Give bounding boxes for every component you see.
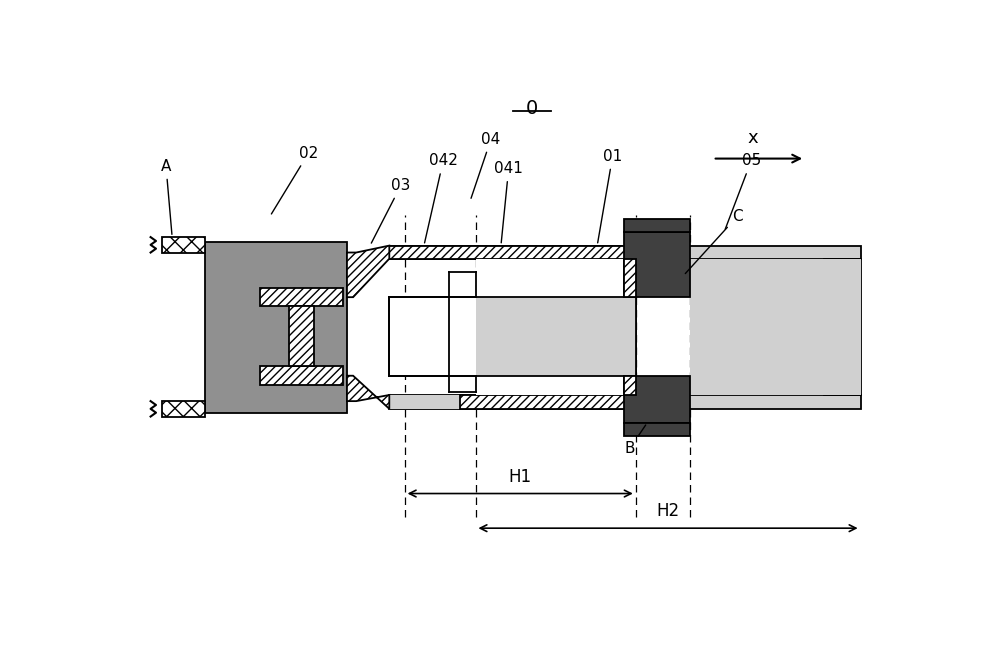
Polygon shape: [389, 395, 861, 409]
Polygon shape: [389, 245, 636, 259]
Polygon shape: [389, 297, 636, 376]
Polygon shape: [389, 245, 636, 259]
Polygon shape: [476, 297, 636, 376]
Text: 042: 042: [425, 153, 458, 243]
Polygon shape: [389, 297, 636, 376]
Polygon shape: [624, 376, 636, 395]
Text: 05: 05: [725, 153, 761, 229]
Polygon shape: [289, 306, 314, 366]
Polygon shape: [205, 241, 347, 413]
Text: 04: 04: [471, 132, 501, 198]
Text: 02: 02: [271, 145, 318, 214]
Polygon shape: [460, 395, 636, 409]
Polygon shape: [389, 395, 636, 409]
Polygon shape: [476, 259, 636, 297]
Polygon shape: [347, 245, 389, 297]
Polygon shape: [389, 245, 861, 259]
Text: 041: 041: [494, 161, 523, 243]
Text: B: B: [624, 425, 646, 456]
Text: A: A: [161, 159, 172, 234]
Polygon shape: [260, 366, 343, 385]
Polygon shape: [624, 231, 690, 297]
Polygon shape: [476, 376, 636, 395]
Polygon shape: [824, 259, 861, 395]
Polygon shape: [624, 259, 636, 297]
Polygon shape: [260, 288, 343, 306]
Text: H1: H1: [509, 468, 532, 486]
Polygon shape: [476, 297, 636, 376]
Polygon shape: [162, 237, 205, 253]
Text: 0: 0: [526, 99, 538, 118]
Text: 01: 01: [598, 149, 622, 243]
Polygon shape: [624, 219, 690, 231]
Polygon shape: [162, 401, 205, 416]
Text: C: C: [685, 209, 743, 273]
Polygon shape: [690, 259, 861, 395]
Polygon shape: [624, 376, 690, 423]
Polygon shape: [624, 423, 690, 436]
Text: H2: H2: [656, 502, 680, 520]
Polygon shape: [347, 376, 389, 409]
Text: x: x: [747, 129, 758, 147]
Text: 03: 03: [371, 178, 411, 243]
